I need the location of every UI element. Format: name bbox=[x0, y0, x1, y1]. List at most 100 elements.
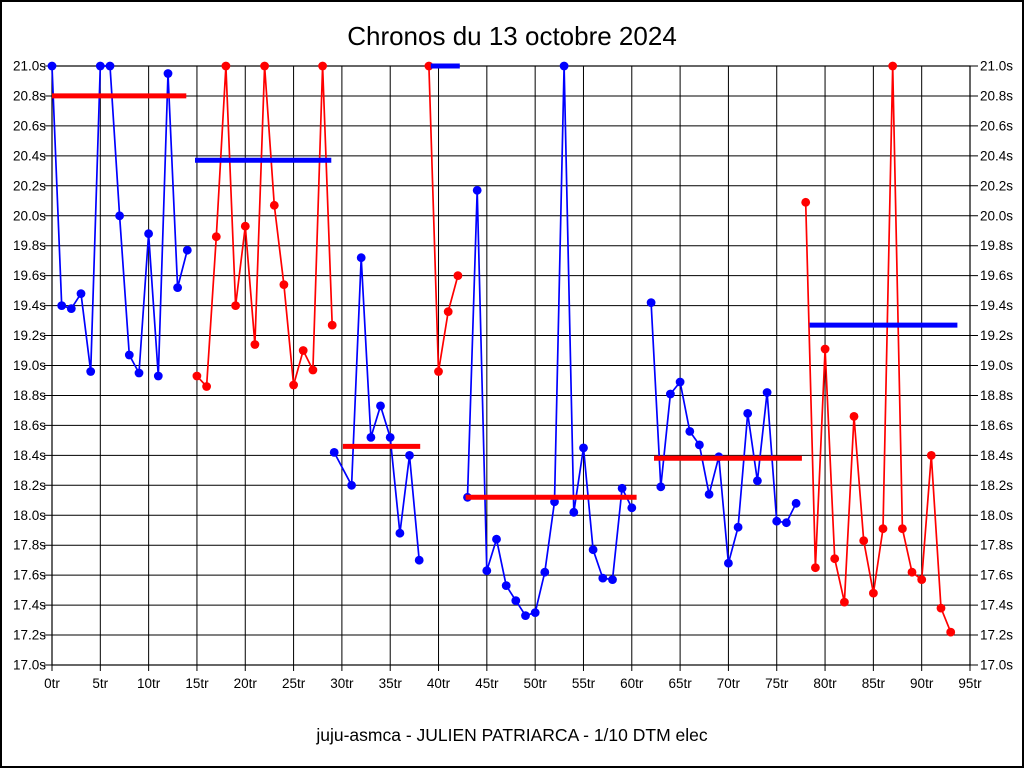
data-point bbox=[926, 451, 936, 460]
data-point bbox=[347, 480, 356, 490]
y-axis-label-right: 18.4s bbox=[980, 448, 1013, 463]
series-stint-7 bbox=[801, 61, 956, 637]
y-axis-label-right: 20.8s bbox=[980, 88, 1013, 103]
data-point bbox=[192, 371, 202, 381]
data-point bbox=[859, 536, 869, 546]
y-axis-label-left: 20.4s bbox=[13, 148, 46, 163]
data-point bbox=[105, 61, 115, 71]
x-axis-label: 65tr bbox=[668, 676, 692, 691]
y-axis-label-right: 18.8s bbox=[980, 388, 1013, 403]
y-axis-label-right: 20.0s bbox=[980, 208, 1013, 223]
data-point bbox=[869, 588, 878, 598]
data-point bbox=[617, 483, 627, 493]
data-point bbox=[801, 197, 811, 207]
data-point bbox=[830, 554, 840, 564]
y-axis-label-left: 17.2s bbox=[13, 628, 46, 643]
y-axis-label-left: 17.6s bbox=[13, 568, 46, 583]
data-point bbox=[472, 185, 482, 195]
data-point bbox=[598, 573, 608, 583]
data-point bbox=[888, 61, 898, 71]
y-axis-label-left: 20.0s bbox=[13, 208, 46, 223]
data-point bbox=[66, 304, 76, 313]
x-axis-label: 45tr bbox=[475, 676, 499, 691]
data-point bbox=[675, 377, 685, 387]
data-point bbox=[588, 545, 598, 555]
y-axis-label-left: 18.6s bbox=[13, 418, 46, 433]
data-point bbox=[443, 307, 453, 316]
data-point bbox=[695, 440, 704, 450]
y-axis-label-right: 18.6s bbox=[980, 418, 1013, 433]
y-axis-label-right: 19.6s bbox=[980, 268, 1013, 283]
data-point bbox=[329, 448, 339, 457]
data-point bbox=[936, 603, 946, 613]
data-point bbox=[579, 443, 588, 453]
data-point bbox=[434, 367, 443, 376]
y-axis-label-left: 20.8s bbox=[13, 88, 46, 103]
data-point bbox=[762, 388, 772, 397]
data-point bbox=[260, 61, 269, 71]
chart-caption: juju-asmca - JULIEN PATRIARCA - 1/10 DTM… bbox=[315, 725, 708, 745]
data-point bbox=[530, 608, 540, 617]
data-point bbox=[840, 597, 849, 607]
y-axis-label-right: 19.8s bbox=[980, 238, 1013, 253]
data-point bbox=[124, 350, 134, 360]
y-axis-label-left: 19.8s bbox=[13, 238, 46, 253]
data-point bbox=[811, 563, 820, 573]
data-point bbox=[492, 534, 501, 544]
data-point bbox=[627, 503, 637, 513]
data-point bbox=[115, 211, 124, 221]
data-point bbox=[221, 61, 231, 71]
data-point bbox=[57, 301, 67, 310]
y-axis-label-right: 20.6s bbox=[980, 118, 1013, 133]
x-axis-label: 60tr bbox=[620, 676, 644, 691]
y-axis-label-right: 19.0s bbox=[980, 358, 1013, 373]
data-point bbox=[753, 476, 762, 486]
y-axis-label-right: 17.2s bbox=[980, 628, 1013, 643]
data-point bbox=[250, 340, 260, 349]
x-axis-label: 50tr bbox=[524, 676, 548, 691]
series-stint-1 bbox=[47, 61, 192, 381]
data-point bbox=[289, 380, 298, 390]
data-point bbox=[298, 346, 308, 355]
data-point bbox=[240, 221, 250, 231]
data-point bbox=[153, 371, 163, 381]
y-axis-label-left: 17.4s bbox=[13, 598, 46, 613]
data-point bbox=[95, 61, 105, 71]
data-point bbox=[724, 558, 733, 568]
data-point bbox=[327, 320, 337, 330]
y-axis-label-right: 20.4s bbox=[980, 148, 1013, 163]
y-axis-label-left: 18.0s bbox=[13, 508, 46, 523]
data-point bbox=[608, 575, 617, 584]
data-point bbox=[308, 365, 318, 375]
data-point bbox=[318, 61, 327, 71]
y-axis-label-right: 17.8s bbox=[980, 538, 1013, 553]
y-axis-label-right: 19.4s bbox=[980, 298, 1013, 313]
data-point bbox=[782, 518, 791, 528]
data-point bbox=[704, 489, 714, 499]
data-point bbox=[144, 229, 154, 239]
x-axis-label: 55tr bbox=[572, 676, 596, 691]
x-axis-label: 5tr bbox=[92, 676, 108, 691]
data-point bbox=[501, 581, 511, 590]
x-axis-label: 35tr bbox=[379, 676, 403, 691]
data-point bbox=[511, 596, 521, 605]
data-point bbox=[521, 611, 530, 620]
data-point bbox=[540, 567, 550, 577]
data-point bbox=[907, 567, 917, 577]
y-axis-label-right: 17.6s bbox=[980, 568, 1013, 583]
y-axis-label-left: 19.2s bbox=[13, 328, 46, 343]
data-point bbox=[279, 280, 289, 289]
x-axis-label: 90tr bbox=[910, 676, 934, 691]
y-axis-label-left: 19.0s bbox=[13, 358, 46, 373]
y-axis-label-left: 20.2s bbox=[13, 178, 46, 193]
data-point bbox=[666, 389, 675, 399]
data-point bbox=[231, 301, 241, 310]
x-axis-label: 25tr bbox=[282, 676, 306, 691]
data-point bbox=[385, 433, 395, 442]
data-point bbox=[743, 409, 753, 418]
grid-layer bbox=[44, 65, 978, 671]
series-line bbox=[804, 65, 952, 633]
data-point bbox=[569, 507, 579, 517]
